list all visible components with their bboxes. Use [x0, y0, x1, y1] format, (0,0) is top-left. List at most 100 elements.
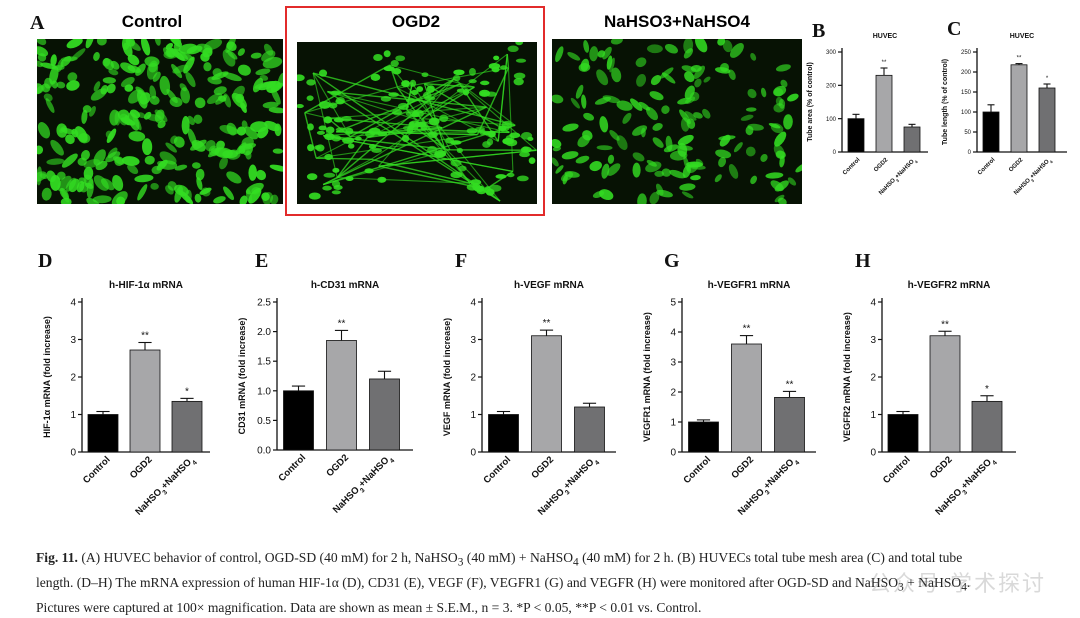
- bar-control: [847, 118, 865, 153]
- y-tick-label: 0: [470, 448, 476, 459]
- bar-nahso3-nahso4: [1038, 87, 1056, 153]
- bar-control: [488, 414, 519, 453]
- caption-text-1c: (40 mM) for 2 h. (B) HUVECs total tube m…: [578, 550, 963, 565]
- y-tick-label: 200: [961, 70, 972, 76]
- significance-marker: **: [941, 319, 949, 330]
- caption-sub-3: 3: [457, 556, 464, 569]
- y-tick-label: 2: [70, 373, 76, 384]
- chart-title: HUVEC: [1010, 33, 1035, 40]
- bar-ogd2: [1010, 64, 1028, 153]
- bar-nahso3-nahso4: [774, 396, 805, 453]
- panel-label-e: E: [255, 250, 269, 272]
- bar-control: [982, 111, 1000, 153]
- y-tick-label: 1.0: [257, 386, 271, 397]
- y-tick-label: 100: [826, 117, 837, 123]
- caption-text-2a: length. (D–H) The mRNA expression of hum…: [36, 575, 899, 591]
- y-tick-label: 0: [870, 448, 876, 459]
- caption-sub-4: 4: [573, 556, 579, 569]
- bar-ogd2: [875, 74, 893, 153]
- microscopy-image-nahso: [552, 39, 802, 204]
- chart-g: h-VEGFR1 mRNA VEGFR1 mRNA (fold increase)…: [640, 268, 845, 541]
- significance-marker: **: [1017, 56, 1022, 62]
- bar-ogd2: [531, 335, 562, 453]
- bar-nahso3-nahso4: [369, 378, 400, 451]
- y-axis-label: VEGF mRNA (fold increase): [442, 318, 452, 436]
- x-tick-label: OGD2: [729, 454, 756, 481]
- y-tick-label: 0.5: [257, 416, 271, 427]
- x-tick-label: OGD2: [324, 452, 351, 479]
- chart-title: h-VEGFR1 mRNA: [708, 280, 791, 291]
- x-tick-label: Control: [681, 454, 713, 486]
- chart-d: h-HIF-1α mRNA HIF-1α mRNA (fold increase)…: [40, 268, 240, 541]
- y-tick-label: 2: [470, 373, 476, 384]
- bar-nahso3-nahso4: [971, 400, 1003, 453]
- panel-label-d: D: [38, 250, 53, 272]
- chart-title: h-VEGF mRNA: [514, 280, 584, 291]
- x-tick-label: OGD2: [1008, 157, 1025, 174]
- significance-marker: **: [882, 60, 887, 66]
- y-tick-label: 150: [961, 90, 972, 96]
- panel-label-g: G: [664, 250, 680, 272]
- caption-fig-label: Fig. 11.: [36, 550, 78, 565]
- x-tick-label: Control: [881, 454, 913, 486]
- significance-marker: *: [985, 384, 989, 395]
- y-tick-label: 1: [670, 418, 676, 429]
- y-tick-label: 2: [670, 388, 676, 399]
- y-tick-label: 3: [70, 335, 76, 346]
- y-tick-label: 200: [826, 83, 837, 89]
- y-tick-label: 3: [870, 335, 876, 346]
- significance-marker: **: [786, 379, 794, 390]
- bar-control: [283, 390, 314, 451]
- y-axis-label: VEGFR1 mRNA (fold increase): [642, 312, 652, 442]
- y-tick-label: 2: [870, 373, 876, 384]
- x-tick-label: OGD2: [873, 157, 890, 174]
- panel-label-h: H: [855, 250, 871, 272]
- significance-marker: *: [1046, 76, 1049, 82]
- y-axis-label: VEGFR2 mRNA (fold increase): [842, 312, 852, 442]
- chart-b: HUVEC Tube area (% of control) 0 100 200 300 C…: [800, 28, 935, 233]
- y-tick-label: 4: [470, 298, 476, 309]
- bar-ogd2: [929, 335, 961, 453]
- significance-marker: **: [543, 318, 551, 329]
- significance-marker: **: [141, 331, 149, 342]
- caption-sub-4b: 4: [961, 581, 967, 594]
- x-tick-label: Control: [81, 454, 113, 486]
- image-title-control: Control: [121, 12, 183, 31]
- y-axis-label: HIF-1α mRNA (fold increase): [42, 316, 52, 438]
- y-axis-label: Tube length (% of control): [942, 59, 949, 145]
- y-tick-label: 5: [670, 298, 676, 309]
- y-tick-label: 3: [470, 335, 476, 346]
- x-tick-label: Control: [481, 454, 513, 486]
- y-tick-label: 3: [670, 358, 676, 369]
- x-tick-label: OGD2: [128, 454, 155, 481]
- chart-title: h-VEGFR2 mRNA: [908, 280, 991, 291]
- caption-text-2c: .: [966, 575, 971, 591]
- chart-c: HUVEC Tube length (% of control) 0 50 100 150…: [935, 28, 1075, 233]
- image-title-ogd2: OGD2: [391, 12, 441, 31]
- bar-nahso3-nahso4: [171, 400, 203, 453]
- y-tick-label: 1: [470, 410, 476, 421]
- y-tick-label: 1: [70, 410, 76, 421]
- y-axis-label: CD31 mRNA (fold increase): [237, 318, 247, 435]
- bar-control: [887, 414, 919, 453]
- x-tick-label: Control: [276, 452, 308, 484]
- y-tick-label: 300: [826, 50, 837, 56]
- chart-f: h-VEGF mRNA VEGF mRNA (fold increase) 0 1 2 3…: [440, 268, 645, 541]
- panel-label-b: B: [812, 20, 826, 42]
- microscopy-image-ogd2: [297, 42, 537, 204]
- y-axis-label: Tube area (% of control): [807, 62, 814, 142]
- y-tick-label: 250: [961, 50, 972, 56]
- chart-title: h-CD31 mRNA: [311, 280, 379, 291]
- caption-text-3: Pictures were captured at 100× magnifica…: [36, 600, 702, 616]
- bar-control: [688, 421, 719, 453]
- bar-control: [87, 414, 119, 453]
- caption-text-2b: + NaHSO: [903, 575, 962, 591]
- y-tick-label: 1: [870, 410, 876, 421]
- significance-marker: *: [185, 386, 189, 397]
- chart-title: h-HIF-1α mRNA: [109, 280, 183, 291]
- caption-text-1b: (40 mM) + NaHSO: [463, 550, 574, 565]
- y-tick-label: 4: [670, 328, 676, 339]
- x-tick-label: OGD2: [928, 454, 955, 481]
- chart-e: h-CD31 mRNA CD31 mRNA (fold increase) 0.0 0…: [235, 268, 445, 541]
- panel-label-c: C: [947, 18, 962, 40]
